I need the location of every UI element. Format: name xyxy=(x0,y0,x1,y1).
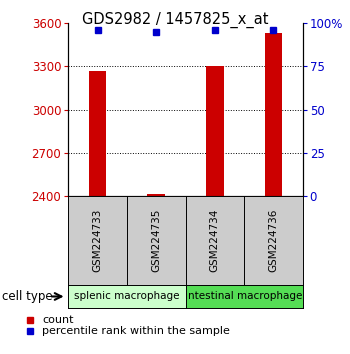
Text: cell type: cell type xyxy=(2,290,52,303)
Bar xyxy=(89,71,106,196)
Text: intestinal macrophage: intestinal macrophage xyxy=(186,291,303,302)
Text: GDS2982 / 1457825_x_at: GDS2982 / 1457825_x_at xyxy=(82,11,268,28)
Bar xyxy=(265,33,282,196)
Bar xyxy=(147,194,165,196)
Text: splenic macrophage: splenic macrophage xyxy=(74,291,180,302)
Text: GSM224736: GSM224736 xyxy=(268,209,279,273)
Text: GSM224733: GSM224733 xyxy=(92,209,103,273)
Bar xyxy=(206,65,224,196)
Text: count: count xyxy=(42,315,74,325)
Text: GSM224734: GSM224734 xyxy=(210,209,220,273)
Text: GSM224735: GSM224735 xyxy=(151,209,161,273)
Text: percentile rank within the sample: percentile rank within the sample xyxy=(42,326,230,336)
